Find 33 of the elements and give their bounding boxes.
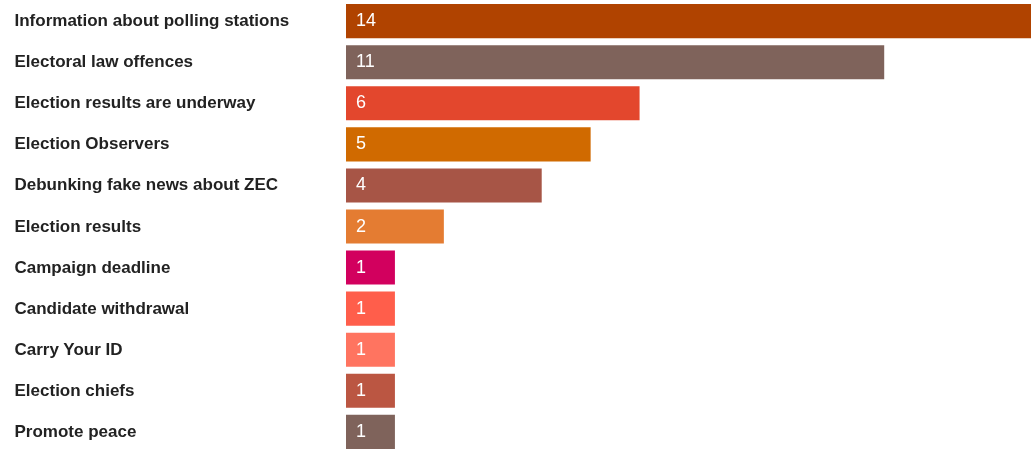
data-label: 11 [356,51,375,72]
data-label: 1 [356,379,367,400]
bar [346,373,395,408]
data-label: 1 [356,256,367,277]
bar [346,332,395,367]
y-tick-label: Election results [14,216,142,236]
y-tick-label: Electoral law offences [14,52,194,72]
data-label: 14 [356,10,377,31]
y-tick-label: Candidate withdrawal [14,298,190,318]
y-tick-label: Election results are underway [14,93,256,113]
bar [346,414,395,449]
bar [346,45,885,80]
y-tick-label: Promote peace [14,421,137,441]
bar [346,168,542,203]
y-tick-label: Election Observers [14,134,170,154]
data-label: 2 [356,215,367,236]
bar [346,86,640,121]
bar [346,250,395,285]
y-tick-label: Election chiefs [14,380,135,400]
data-label: 1 [356,297,367,318]
data-label: 6 [356,92,367,113]
data-label: 5 [356,133,367,154]
bar [346,209,444,244]
data-label: 4 [356,174,367,195]
y-tick-label: Campaign deadline [14,257,171,277]
bar [346,4,1031,39]
data-label: 1 [356,338,367,359]
bar [346,291,395,326]
y-tick-label: Information about polling stations [14,11,290,31]
y-tick-label: Carry Your ID [14,339,123,359]
bar [346,127,591,162]
data-label: 1 [356,420,367,441]
y-tick-label: Debunking fake news about ZEC [14,175,279,195]
